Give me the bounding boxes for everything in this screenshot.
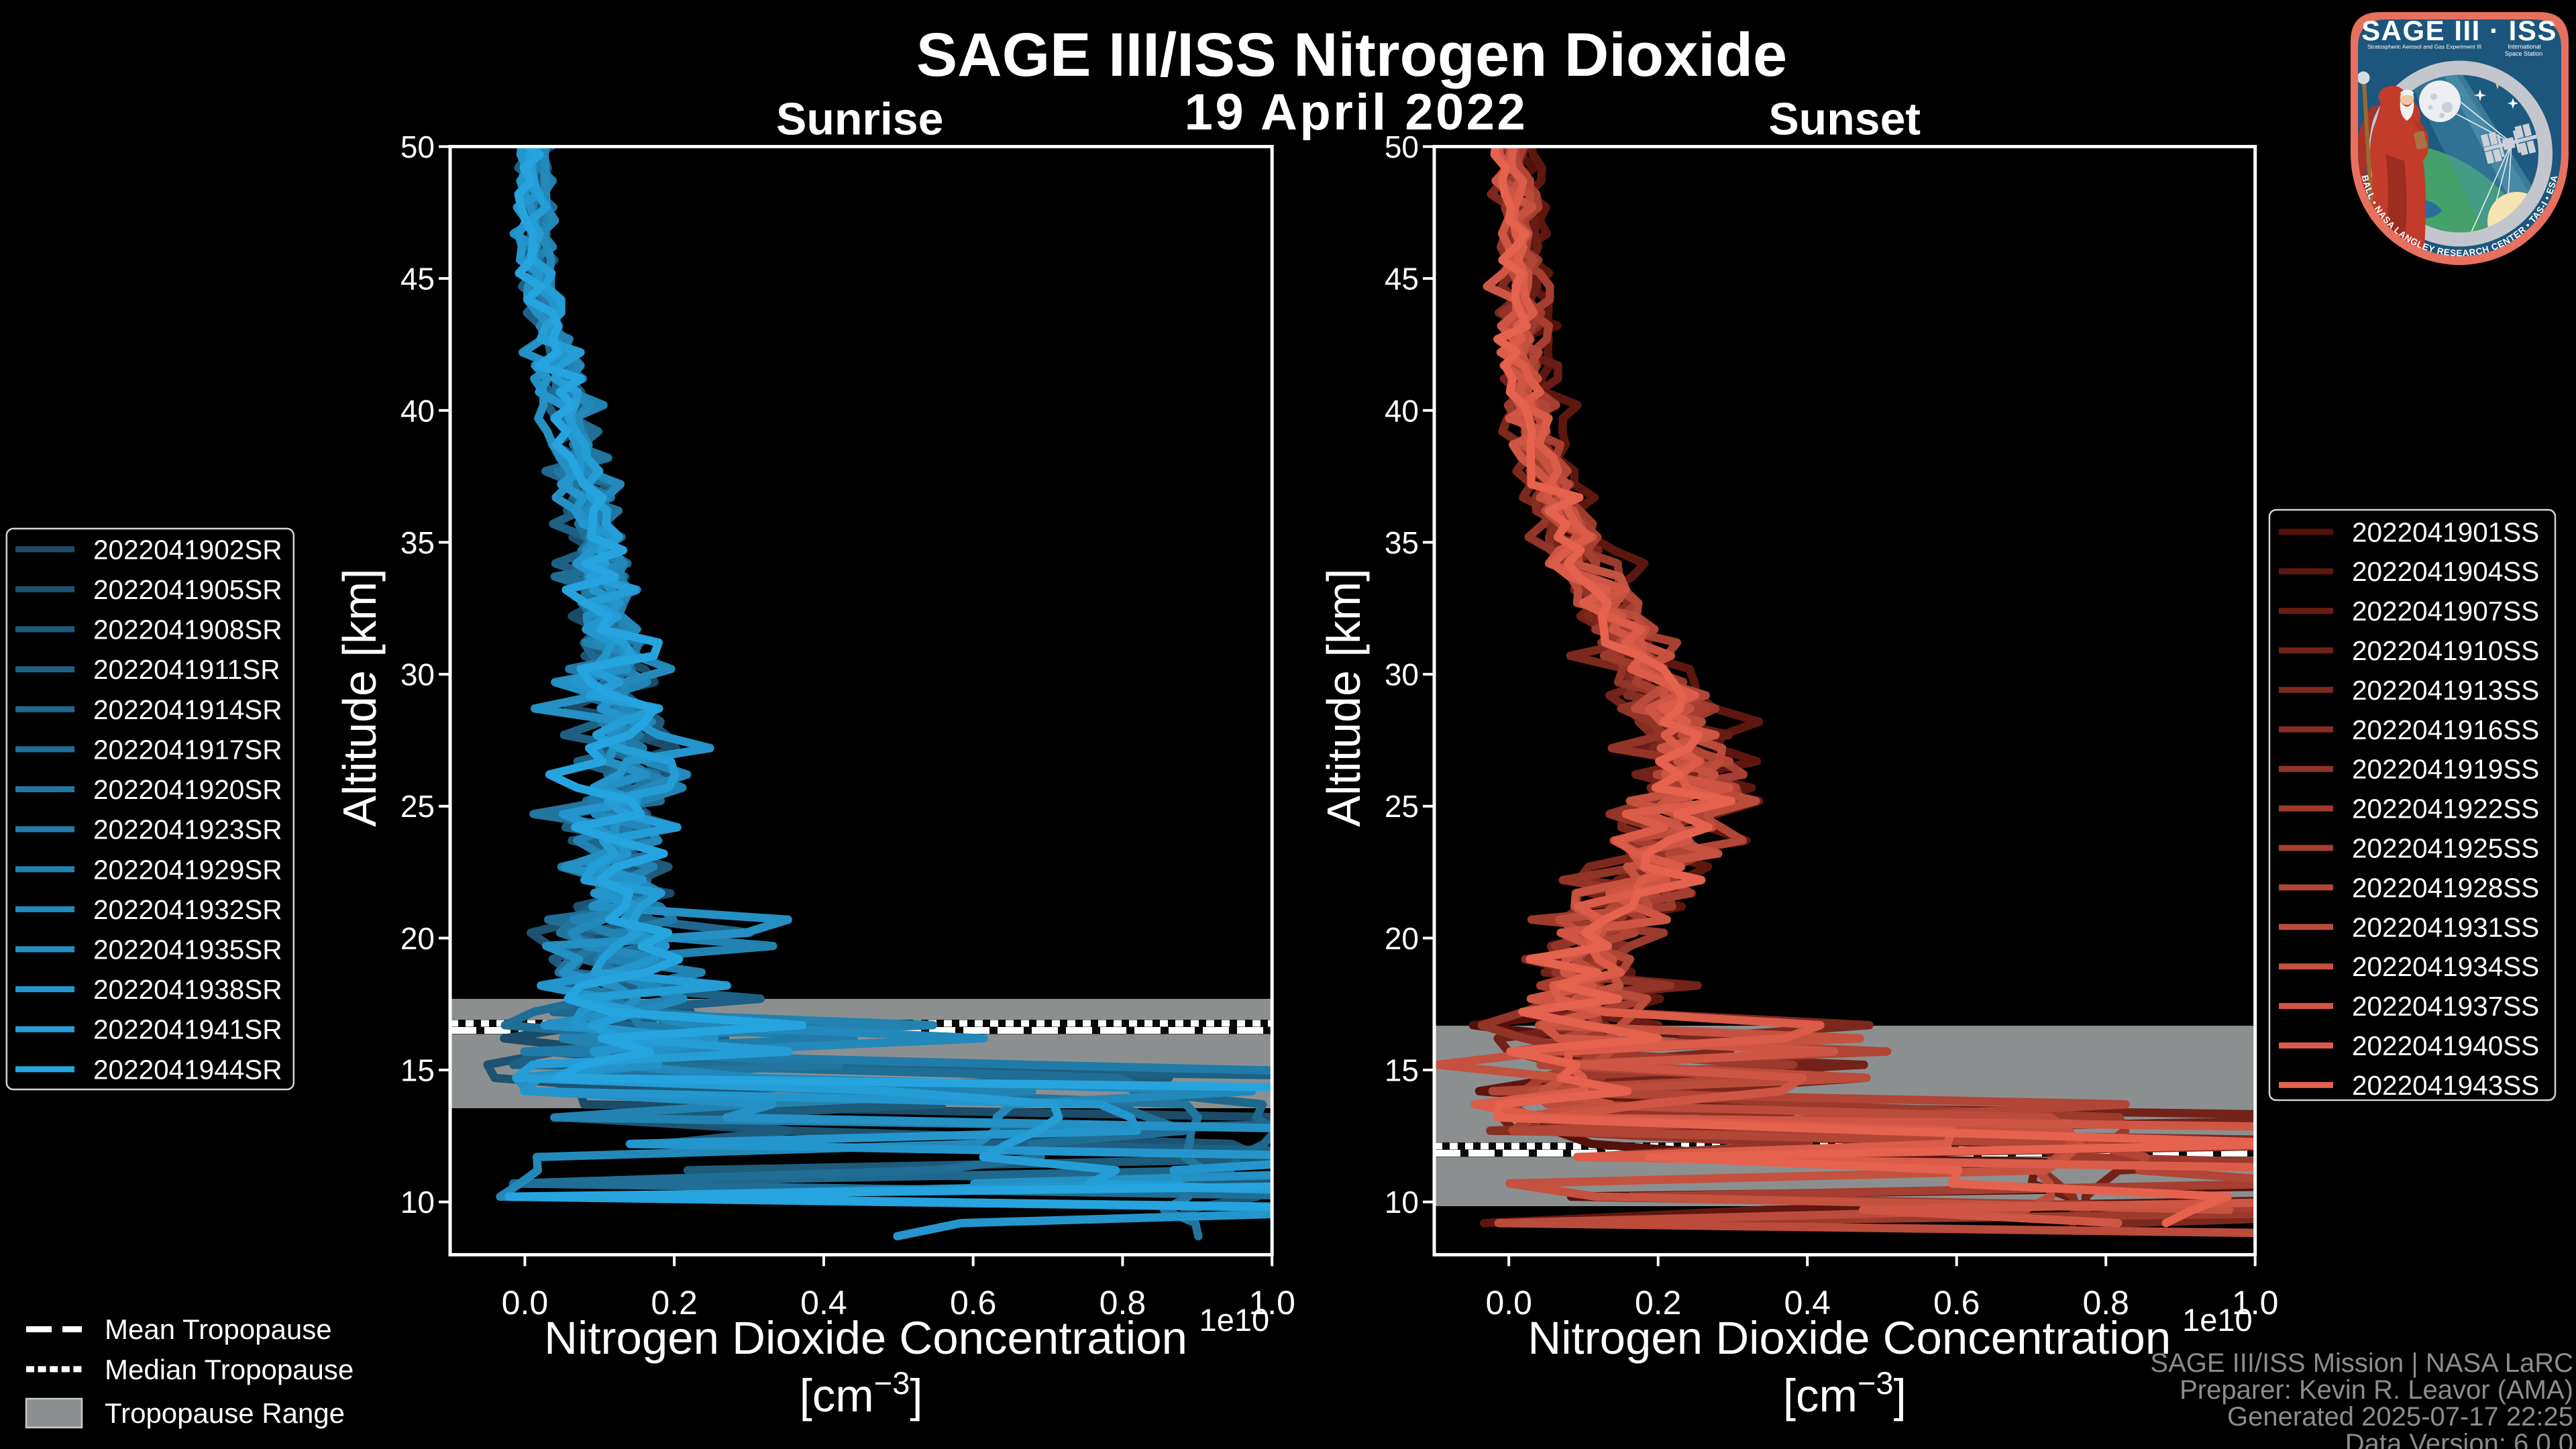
svg-text:10: 10 bbox=[400, 1185, 435, 1220]
svg-text:Stratospheric Aerosol and Gas: Stratospheric Aerosol and Gas Experiment… bbox=[2367, 44, 2481, 50]
svg-text:2022041905SR: 2022041905SR bbox=[93, 574, 282, 605]
svg-text:35: 35 bbox=[400, 525, 435, 560]
svg-text:10: 10 bbox=[1385, 1185, 1419, 1220]
svg-text:2022041910SS: 2022041910SS bbox=[2352, 635, 2539, 666]
svg-text:2022041907SS: 2022041907SS bbox=[2352, 596, 2539, 627]
svg-text:0.4: 0.4 bbox=[1784, 1284, 1831, 1322]
svg-text:2022041932SR: 2022041932SR bbox=[93, 894, 282, 925]
svg-text:SAGE III/ISS Nitrogen Dioxide: SAGE III/ISS Nitrogen Dioxide bbox=[916, 21, 1787, 89]
svg-text:0.0: 0.0 bbox=[1485, 1284, 1532, 1322]
svg-text:1e10: 1e10 bbox=[1199, 1302, 1270, 1338]
svg-text:40: 40 bbox=[1385, 393, 1419, 428]
svg-text:Space Station: Space Station bbox=[2505, 50, 2542, 57]
svg-text:2022041916SS: 2022041916SS bbox=[2352, 714, 2539, 745]
svg-text:30: 30 bbox=[400, 657, 435, 692]
svg-text:45: 45 bbox=[1385, 262, 1419, 297]
svg-text:2022041929SR: 2022041929SR bbox=[93, 854, 282, 885]
svg-text:2022041934SS: 2022041934SS bbox=[2352, 951, 2539, 982]
svg-text:Tropopause Range: Tropopause Range bbox=[105, 1397, 345, 1429]
svg-text:Generated 2025-07-17 22:25: Generated 2025-07-17 22:25 bbox=[2227, 1402, 2573, 1432]
svg-text:2022041938SR: 2022041938SR bbox=[93, 974, 282, 1005]
svg-text:Sunset: Sunset bbox=[1768, 94, 1921, 145]
svg-text:Nitrogen Dioxide Concentration: Nitrogen Dioxide Concentration bbox=[544, 1312, 1187, 1364]
svg-text:20: 20 bbox=[400, 921, 435, 956]
svg-text:2022041913SS: 2022041913SS bbox=[2352, 675, 2539, 706]
svg-text:2022041911SR: 2022041911SR bbox=[93, 654, 280, 685]
svg-text:0.2: 0.2 bbox=[1635, 1284, 1682, 1322]
svg-text:Mean Tropopause: Mean Tropopause bbox=[105, 1313, 332, 1345]
svg-text:19 April 2022: 19 April 2022 bbox=[1185, 84, 1528, 141]
svg-text:30: 30 bbox=[1385, 657, 1419, 692]
svg-text:Altitude [km]: Altitude [km] bbox=[1318, 568, 1370, 826]
svg-text:2022041914SR: 2022041914SR bbox=[93, 694, 282, 725]
svg-text:Preparer: Kevin R. Leavor (AMA: Preparer: Kevin R. Leavor (AMA) bbox=[2180, 1375, 2573, 1405]
svg-text:2022041925SS: 2022041925SS bbox=[2352, 833, 2539, 864]
svg-text:0.8: 0.8 bbox=[2082, 1284, 2129, 1322]
svg-text:Altitude [km]: Altitude [km] bbox=[333, 568, 386, 826]
svg-text:0.2: 0.2 bbox=[651, 1284, 698, 1322]
svg-text:2022041919SS: 2022041919SS bbox=[2352, 754, 2539, 785]
svg-text:2022041944SR: 2022041944SR bbox=[93, 1054, 282, 1085]
svg-text:2022041908SR: 2022041908SR bbox=[93, 614, 282, 645]
svg-text:0.8: 0.8 bbox=[1099, 1284, 1146, 1322]
svg-text:1.0: 1.0 bbox=[2232, 1284, 2279, 1322]
svg-text:International: International bbox=[2508, 44, 2541, 50]
svg-text:2022041901SS: 2022041901SS bbox=[2352, 517, 2539, 547]
svg-text:2022041940SS: 2022041940SS bbox=[2352, 1030, 2539, 1061]
svg-text:25: 25 bbox=[1385, 789, 1419, 824]
svg-text:2022041917SR: 2022041917SR bbox=[93, 734, 282, 765]
svg-text:1.0: 1.0 bbox=[1248, 1284, 1295, 1322]
svg-text:Data Version: 6.0.0: Data Version: 6.0.0 bbox=[2345, 1429, 2573, 1449]
svg-text:2022041937SS: 2022041937SS bbox=[2352, 991, 2539, 1022]
svg-text:2022041931SS: 2022041931SS bbox=[2352, 912, 2539, 943]
svg-text:0.0: 0.0 bbox=[502, 1284, 549, 1322]
svg-text:SAGE III/ISS Mission | NASA La: SAGE III/ISS Mission | NASA LaRC bbox=[2150, 1348, 2573, 1378]
svg-text:0.6: 0.6 bbox=[1933, 1284, 1980, 1322]
svg-text:2022041943SS: 2022041943SS bbox=[2352, 1070, 2539, 1101]
svg-text:40: 40 bbox=[400, 393, 435, 428]
svg-text:2022041920SR: 2022041920SR bbox=[93, 774, 282, 805]
svg-text:0.4: 0.4 bbox=[800, 1284, 847, 1322]
svg-text:2022041928SS: 2022041928SS bbox=[2352, 872, 2539, 903]
svg-text:15: 15 bbox=[400, 1053, 435, 1088]
svg-text:2022041902SR: 2022041902SR bbox=[93, 534, 282, 565]
svg-text:2022041935SR: 2022041935SR bbox=[93, 934, 282, 965]
svg-text:50: 50 bbox=[1385, 129, 1419, 164]
svg-text:0.6: 0.6 bbox=[950, 1284, 997, 1322]
svg-text:2022041904SS: 2022041904SS bbox=[2352, 556, 2539, 587]
svg-text:SAGE III · ISS: SAGE III · ISS bbox=[2361, 15, 2557, 46]
svg-text:35: 35 bbox=[1385, 525, 1419, 560]
svg-text:Median Tropopause: Median Tropopause bbox=[105, 1354, 354, 1385]
svg-text:Nitrogen Dioxide Concentration: Nitrogen Dioxide Concentration bbox=[1527, 1312, 2171, 1364]
svg-text:Sunrise: Sunrise bbox=[776, 94, 943, 145]
svg-text:25: 25 bbox=[400, 789, 435, 824]
svg-text:2022041922SS: 2022041922SS bbox=[2352, 794, 2539, 824]
svg-text:1e10: 1e10 bbox=[2182, 1302, 2253, 1338]
svg-text:50: 50 bbox=[400, 129, 435, 164]
svg-text:45: 45 bbox=[400, 262, 435, 297]
svg-text:2022041923SR: 2022041923SR bbox=[93, 814, 282, 845]
svg-text:2022041941SR: 2022041941SR bbox=[93, 1014, 282, 1045]
svg-text:15: 15 bbox=[1385, 1053, 1419, 1088]
svg-text:20: 20 bbox=[1385, 921, 1419, 956]
